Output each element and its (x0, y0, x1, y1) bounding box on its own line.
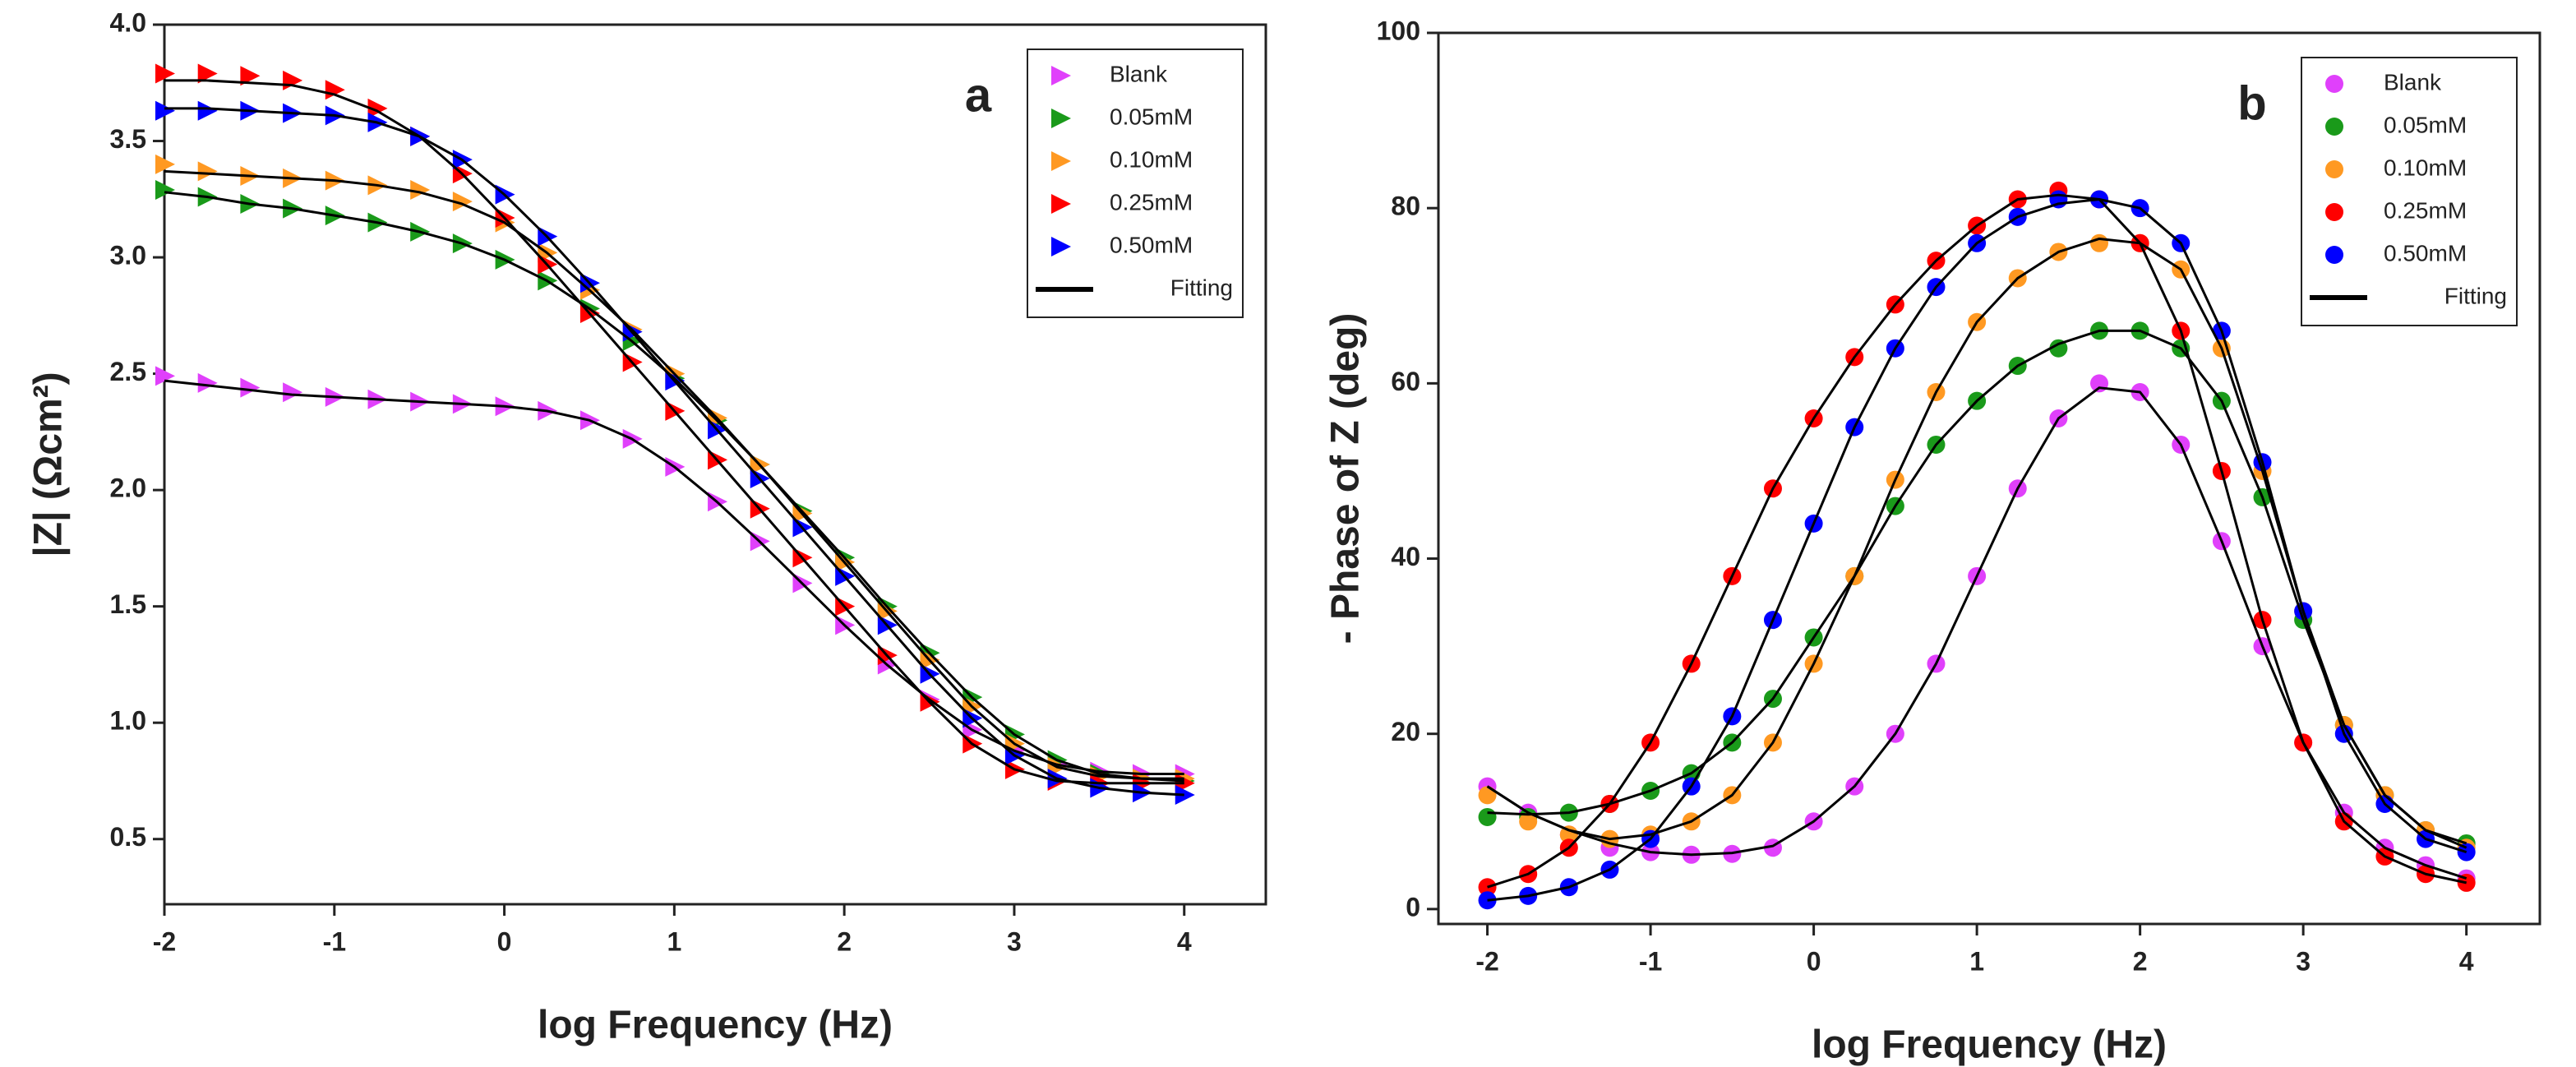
legend-box (2301, 57, 2518, 326)
y-tick-label: 3.5 (110, 124, 146, 154)
marker (155, 154, 175, 174)
marker (155, 366, 175, 386)
legend-marker (2325, 118, 2343, 136)
y-tick-label: 20 (1391, 717, 1420, 746)
legend-label: Blank (2384, 69, 2442, 95)
marker (197, 100, 218, 121)
y-tick-label: 2.5 (110, 357, 146, 386)
marker (1175, 784, 1195, 805)
x-tick-label: -2 (1475, 946, 1498, 976)
marker (1519, 812, 1538, 831)
marker (197, 372, 218, 393)
panel-label: b (2237, 76, 2266, 130)
marker (367, 98, 388, 118)
marker (1478, 786, 1497, 805)
legend-marker (1051, 109, 1071, 128)
fit-line (164, 191, 1184, 783)
marker (155, 63, 175, 84)
legend-label: 0.10mM (2384, 155, 2467, 180)
legend-marker (1051, 66, 1071, 85)
fit-line (1487, 193, 2467, 889)
y-tick-label: 4.0 (110, 7, 146, 37)
legend-label: 0.25mM (2384, 197, 2467, 223)
x-tick-label: -1 (323, 926, 346, 956)
marker (240, 66, 261, 86)
marker (410, 179, 431, 200)
y-axis-title: - Phase of Z (deg) (1324, 313, 1368, 644)
x-tick-label: -1 (1639, 946, 1662, 976)
legend-marker (1051, 151, 1071, 171)
legend-label: 0.25mM (1110, 189, 1193, 215)
y-tick-label: 2.0 (110, 473, 146, 503)
legend-label: Fitting (2444, 283, 2507, 308)
plot-frame (1437, 31, 2541, 926)
x-tick-label: 3 (2296, 946, 2311, 976)
fit-line (164, 107, 1184, 797)
x-axis-title: log Frequency (Hz) (538, 1004, 893, 1047)
legend-marker (2325, 75, 2343, 93)
x-tick-label: 4 (1177, 926, 1192, 956)
x-tick-label: 3 (1007, 926, 1022, 956)
y-tick-label: 1.5 (110, 589, 146, 619)
x-tick-label: 4 (2459, 946, 2474, 976)
y-tick-label: 60 (1391, 367, 1420, 396)
fit-line (1486, 386, 2468, 880)
marker (240, 377, 261, 398)
legend-label: 0.05mM (1110, 104, 1193, 129)
y-tick-label: 0 (1406, 892, 1420, 922)
legend-label: 0.05mM (2384, 112, 2467, 137)
fit-line (164, 379, 1184, 775)
x-tick-label: 0 (497, 926, 512, 956)
marker (155, 100, 175, 121)
legend-marker (2325, 203, 2343, 221)
x-tick-label: 2 (2133, 946, 2148, 976)
marker (2090, 374, 2108, 393)
legend-marker (2325, 160, 2343, 178)
y-tick-label: 80 (1391, 192, 1420, 221)
fit-line (164, 79, 1184, 785)
x-axis-title: log Frequency (Hz) (1812, 1023, 2167, 1067)
marker (2090, 233, 2108, 252)
marker (283, 382, 303, 403)
x-tick-label: 0 (1807, 946, 1821, 976)
y-tick-label: 3.0 (110, 241, 146, 270)
legend-label: Fitting (1170, 275, 1233, 300)
legend-marker (1051, 194, 1071, 214)
y-tick-label: 100 (1377, 16, 1420, 45)
x-tick-label: 2 (837, 926, 852, 956)
y-tick-label: 1.0 (110, 706, 146, 736)
marker (197, 161, 218, 182)
fit-line (164, 169, 1184, 780)
legend-box (1027, 48, 1244, 318)
x-tick-label: 1 (667, 926, 681, 956)
x-tick-label: -2 (153, 926, 176, 956)
panel: -2 -1 0 1 2 3 4 0.5 1.0 1.5 2.0 2.5 3.0 3.5 4.0 log Fre… (27, 7, 1267, 1047)
marker (155, 179, 175, 200)
legend-label: 0.10mM (1110, 146, 1193, 172)
legend-label: 0.50mM (2384, 240, 2467, 266)
marker (2049, 339, 2068, 358)
fit-line (1487, 198, 2468, 902)
marker (1478, 807, 1497, 826)
marker (452, 192, 473, 212)
panel-label: a (965, 68, 992, 122)
legend-marker (1051, 237, 1071, 256)
legend-marker (2325, 246, 2343, 264)
y-tick-label: 0.5 (110, 822, 146, 852)
fit-line (1487, 329, 2468, 845)
legend-label: Blank (1110, 61, 1168, 86)
legend-label: 0.50mM (1110, 232, 1193, 257)
plot-frame (163, 23, 1267, 906)
y-tick-label: 40 (1391, 542, 1420, 571)
marker (197, 63, 218, 84)
y-axis-title: |Z| (Ωcm²) (27, 372, 71, 557)
x-tick-label: 1 (1969, 946, 1984, 976)
